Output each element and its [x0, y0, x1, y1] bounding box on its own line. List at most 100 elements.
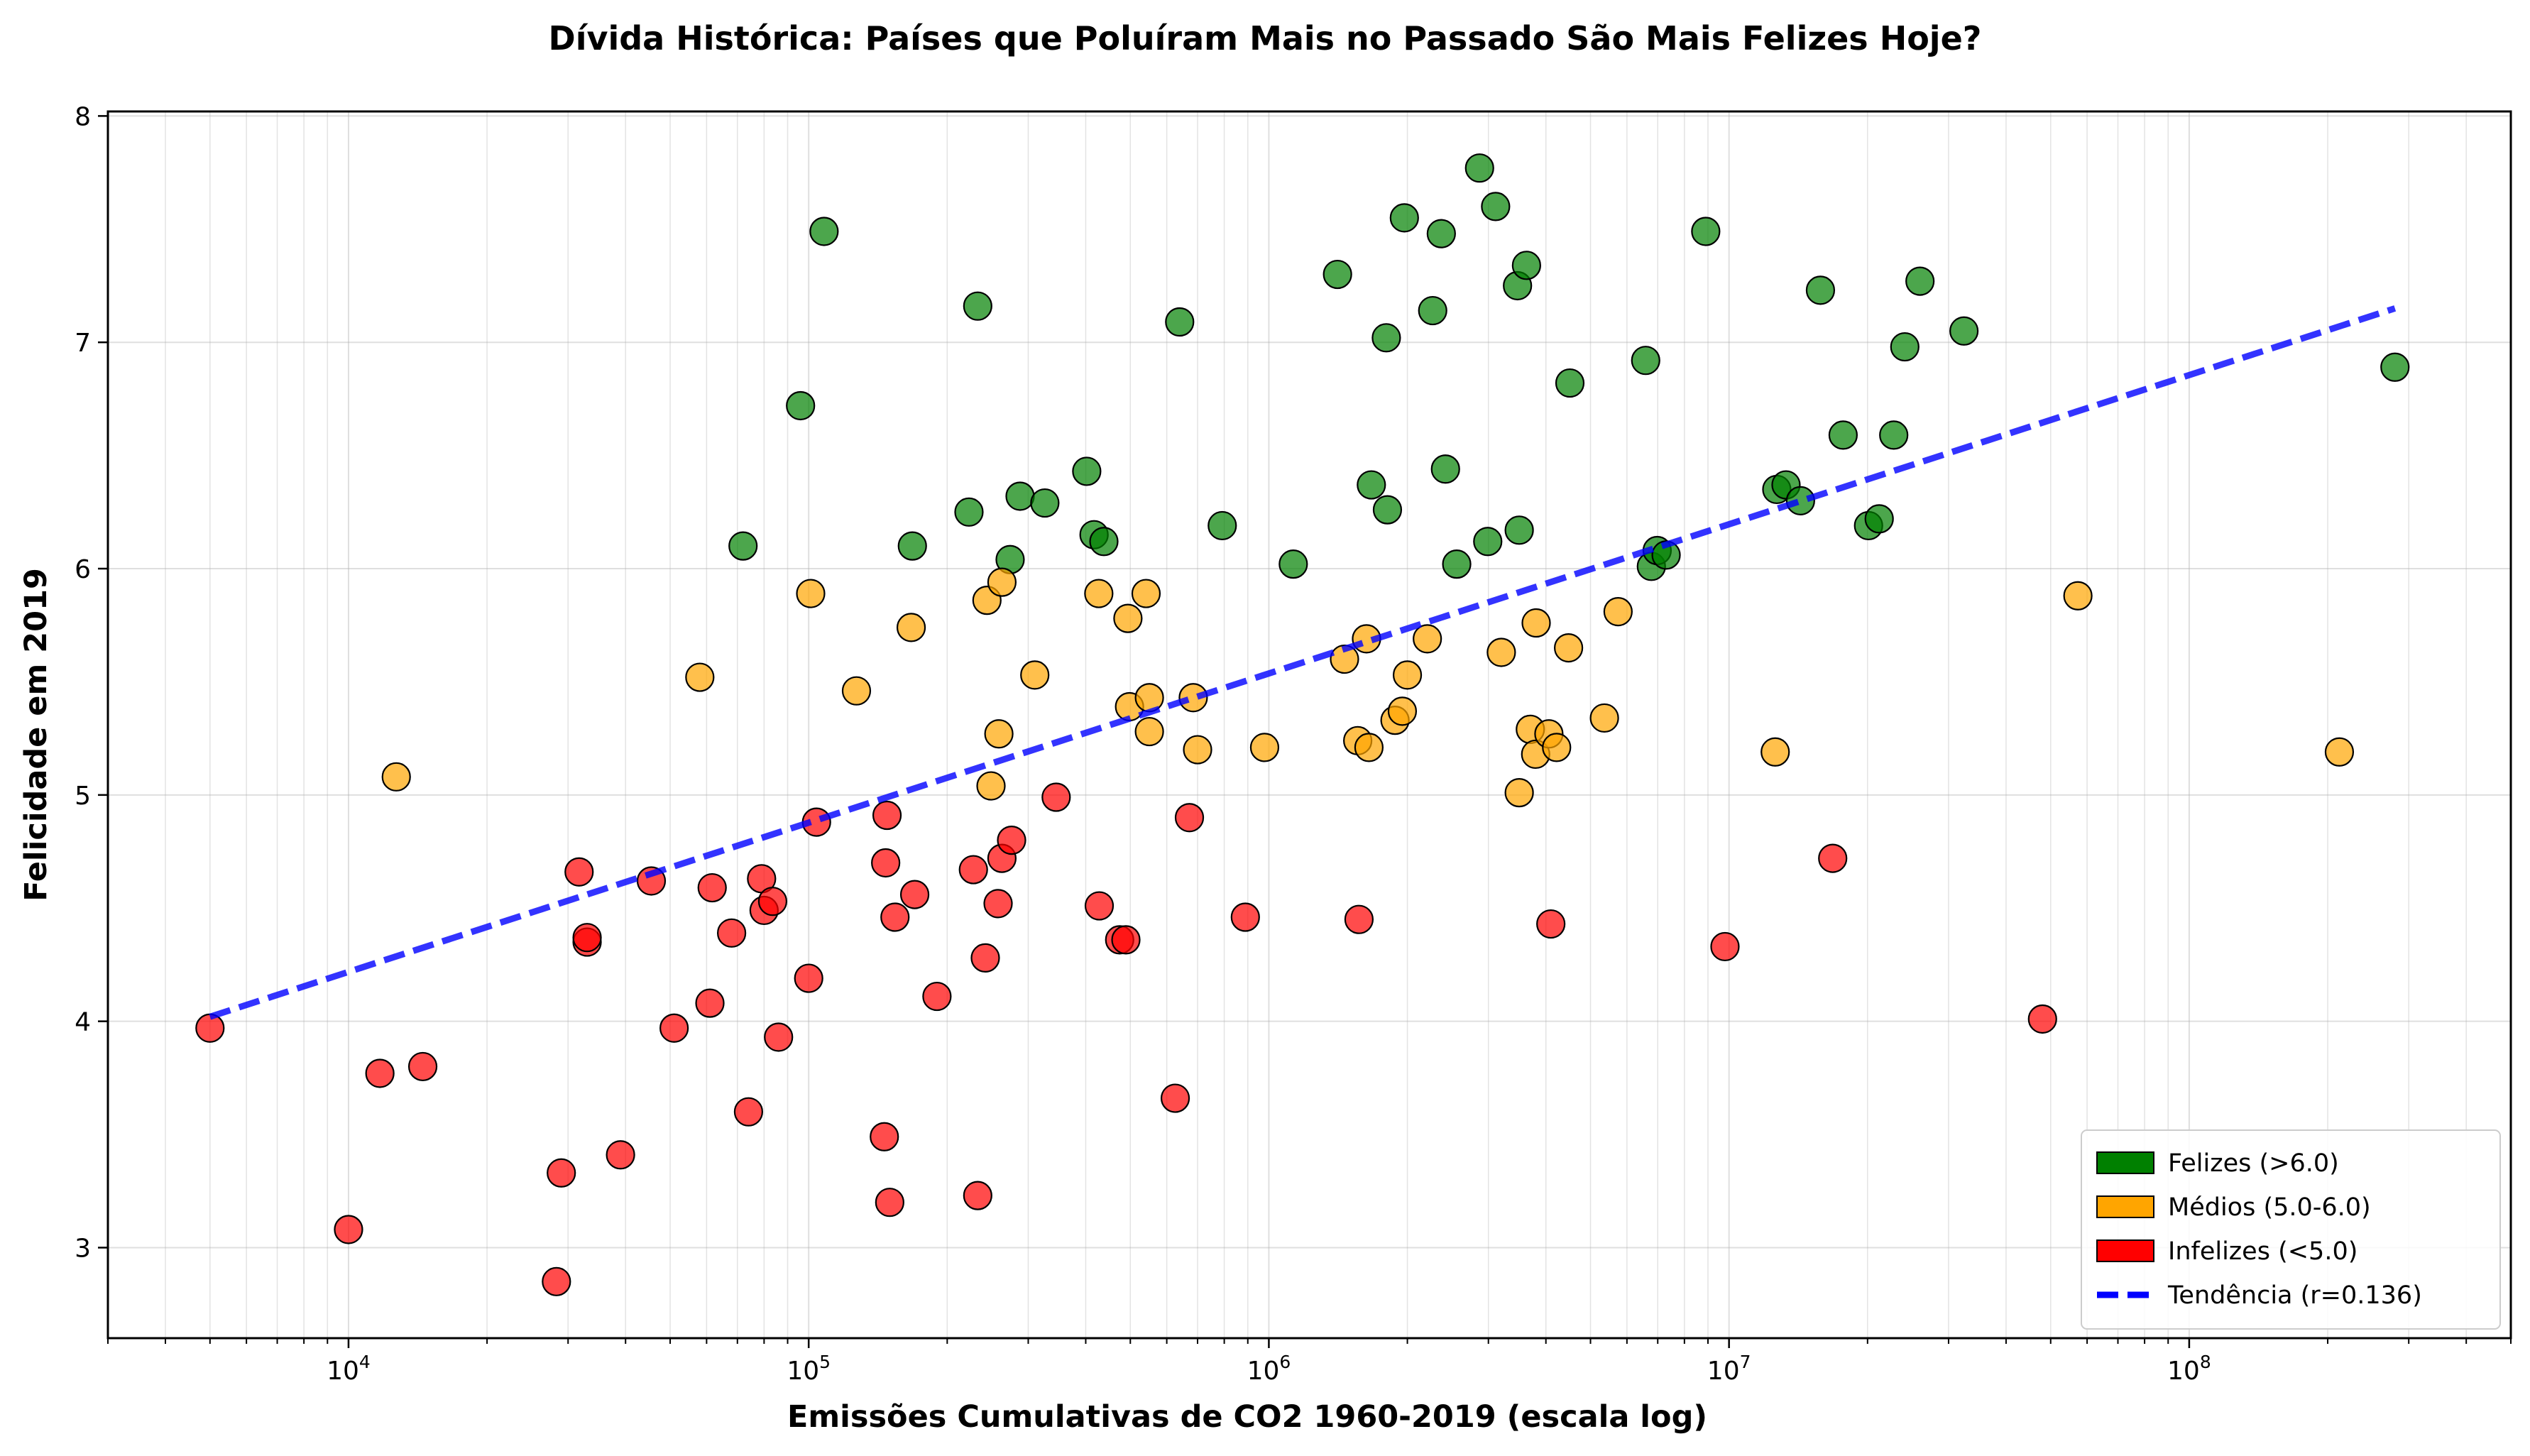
data-point-series-2	[1710, 931, 1740, 962]
x-tick-label: 104	[327, 1352, 371, 1386]
y-tick-label: 5	[75, 782, 91, 811]
data-point-series-0	[1631, 346, 1660, 376]
legend-swatch	[2096, 1195, 2154, 1218]
data-point-series-0	[1426, 219, 1456, 248]
data-point-series-1	[2324, 737, 2355, 767]
data-point-series-0	[963, 291, 992, 321]
x-tick-label: 105	[787, 1352, 831, 1386]
data-point-series-0	[1030, 488, 1060, 518]
data-point-series-2	[1111, 925, 1141, 955]
y-tick-label: 3	[75, 1234, 91, 1263]
data-point-series-2	[997, 825, 1026, 855]
data-point-series-1	[796, 579, 826, 608]
data-point-series-1	[1542, 733, 1572, 762]
y-axis-label: Felicidade em 2019	[18, 568, 54, 902]
legend-label: Infelizes (<5.0)	[2168, 1237, 2358, 1266]
data-point-series-2	[195, 1013, 225, 1043]
data-point-series-1	[1113, 603, 1143, 633]
data-point-series-0	[1651, 540, 1681, 570]
data-point-series-1	[1183, 735, 1212, 765]
data-point-series-0	[1473, 527, 1503, 557]
data-point-series-0	[1464, 153, 1494, 183]
data-point-series-0	[1481, 192, 1511, 221]
data-point-series-0	[1089, 527, 1119, 557]
y-tick-label: 4	[75, 1008, 91, 1037]
data-point-series-0	[1278, 549, 1308, 579]
data-point-series-2	[334, 1215, 363, 1244]
data-point-series-0	[1785, 486, 1815, 515]
data-point-series-2	[872, 800, 902, 831]
x-tick-label: 106	[1247, 1352, 1291, 1386]
data-point-series-2	[407, 1051, 438, 1082]
data-point-series-2	[2027, 1004, 2057, 1034]
data-point-series-0	[1555, 368, 1585, 398]
data-points	[195, 153, 2410, 1296]
data-point-series-1	[1134, 716, 1164, 747]
data-point-series-2	[870, 1122, 899, 1151]
data-point-series-2	[1818, 843, 1848, 873]
data-point-series-2	[880, 902, 910, 932]
data-point-series-0	[1372, 495, 1403, 525]
data-point-series-0	[1389, 203, 1419, 233]
plot-frame	[106, 110, 2512, 1340]
data-point-series-0	[1165, 307, 1195, 337]
legend-box	[2081, 1129, 2501, 1330]
data-point-series-1	[1554, 633, 1584, 663]
data-point-series-0	[1357, 470, 1386, 500]
data-point-series-1	[1131, 579, 1161, 608]
data-point-series-0	[1949, 316, 1979, 346]
legend-swatch	[2096, 1151, 2154, 1174]
data-point-series-1	[896, 613, 926, 642]
data-point-series-0	[1828, 420, 1858, 450]
data-point-series-2	[899, 880, 930, 909]
data-point-series-1	[976, 771, 1006, 801]
data-point-series-0	[728, 531, 758, 561]
axis-ticks: 104 105 106 107 108 3 4 5 6 7 8	[75, 102, 2512, 1386]
data-point-series-0	[1890, 332, 1920, 362]
y-tick-label: 7	[75, 329, 91, 358]
data-point-series-1	[1354, 733, 1384, 762]
data-point-series-2	[1174, 803, 1205, 833]
data-point-series-1	[1134, 683, 1164, 713]
data-point-series-2	[733, 1097, 764, 1127]
y-tick-label: 6	[75, 555, 91, 584]
data-point-series-2	[958, 855, 988, 885]
data-point-series-0	[1430, 454, 1460, 484]
data-point-series-1	[1249, 733, 1280, 762]
data-point-series-2	[697, 872, 727, 903]
data-point-series-2	[794, 963, 823, 993]
data-point-series-2	[1041, 782, 1071, 812]
trend-line	[209, 305, 2397, 1020]
data-point-series-2	[695, 988, 725, 1018]
data-point-series-2	[547, 1158, 576, 1188]
chart-title: Dívida Histórica: Países que Poluíram Ma…	[549, 19, 1982, 58]
data-point-series-1	[1521, 608, 1551, 638]
data-point-series-0	[809, 217, 839, 246]
y-tick-label: 8	[75, 102, 91, 131]
data-point-series-1	[1413, 624, 1442, 654]
x-axis-label: Emissões Cumulativas de CO2 1960-2019 (e…	[787, 1399, 1707, 1435]
data-point-series-2	[922, 981, 952, 1012]
data-point-series-2	[606, 1140, 635, 1170]
data-point-series-2	[875, 1188, 904, 1217]
x-tick-label: 107	[1707, 1352, 1751, 1386]
data-point-series-1	[1486, 637, 1516, 667]
data-point-series-1	[1330, 644, 1359, 674]
trend-line-group	[209, 305, 2397, 1020]
data-point-series-1	[1603, 596, 1633, 627]
x-tick-label: 108	[2167, 1352, 2211, 1386]
data-point-series-1	[1504, 778, 1534, 808]
data-point-series-2	[1160, 1083, 1190, 1113]
data-point-series-2	[871, 848, 901, 878]
data-point-series-1	[1589, 703, 1619, 733]
data-point-series-1	[381, 762, 411, 792]
data-point-series-2	[757, 887, 788, 916]
data-point-series-0	[1442, 549, 1472, 579]
data-point-series-0	[1691, 217, 1721, 246]
data-point-series-0	[1504, 515, 1534, 545]
data-point-series-1	[841, 676, 872, 706]
data-point-series-0	[1005, 481, 1035, 511]
data-point-series-1	[1392, 660, 1423, 690]
data-point-series-2	[963, 1181, 992, 1210]
data-point-series-1	[1084, 579, 1114, 608]
